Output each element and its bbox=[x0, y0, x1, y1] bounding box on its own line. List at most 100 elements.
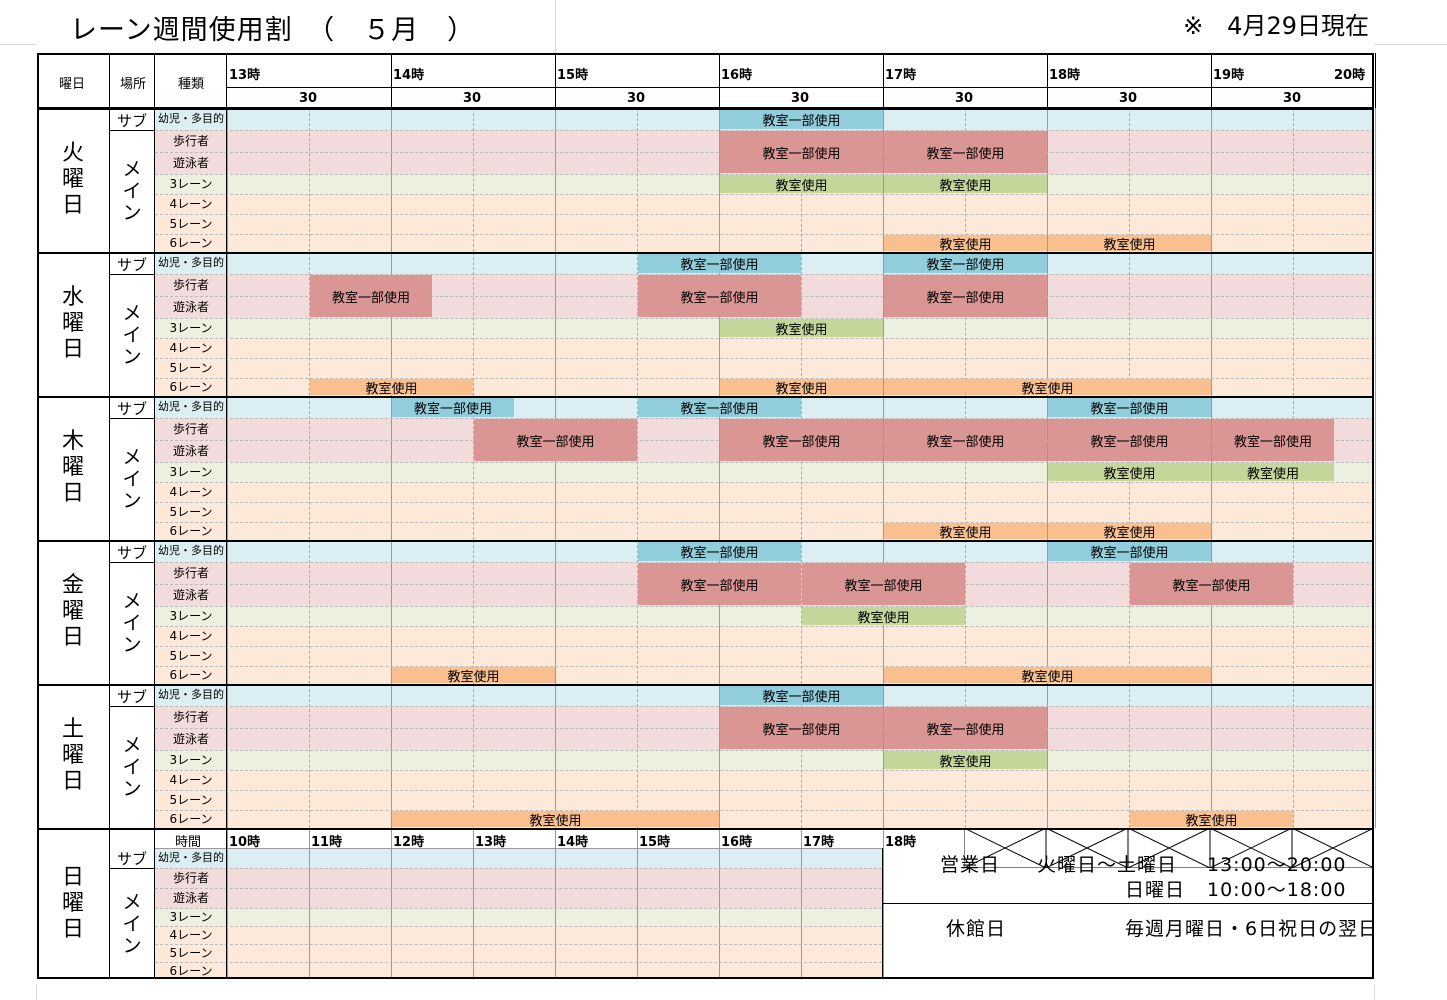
hour-gridline bbox=[883, 684, 884, 828]
day-label-3: 金曜日 bbox=[61, 573, 84, 650]
half-gridline bbox=[473, 396, 474, 540]
hour-gridline bbox=[719, 396, 720, 540]
category-lane-5: 5レーン bbox=[169, 505, 213, 519]
schedule-block: 教室一部使用 bbox=[720, 707, 883, 749]
schedule-block: 教室使用 bbox=[884, 667, 1211, 685]
schedule-block: 教室使用 bbox=[802, 607, 965, 626]
half-gridline bbox=[965, 540, 966, 684]
hour-gridline bbox=[1211, 252, 1212, 396]
row-gridline bbox=[155, 810, 1374, 811]
row-gridline bbox=[155, 666, 1374, 667]
sunday-header-line bbox=[155, 848, 882, 849]
half-gridline bbox=[965, 396, 966, 540]
hour-gridline bbox=[1375, 252, 1376, 396]
category-lane-5: 5レーン bbox=[169, 946, 213, 960]
sunday-hour-label: 15時 bbox=[639, 835, 671, 850]
schedule-block: 教室使用 bbox=[884, 523, 1047, 541]
schedule-block: 教室一部使用 bbox=[638, 253, 801, 273]
row-band-l4 bbox=[227, 770, 1374, 790]
category-lane-6: 6レーン bbox=[169, 668, 213, 682]
row-gridline bbox=[155, 274, 1374, 275]
category-lane-5: 5レーン bbox=[169, 361, 213, 375]
category-infant-multipurpose: 幼児・多目的 bbox=[158, 400, 224, 413]
category-infant-multipurpose: 幼児・多目的 bbox=[158, 544, 224, 557]
hour-gridline bbox=[227, 252, 228, 396]
category-band bbox=[155, 926, 227, 944]
hour-gridline bbox=[555, 108, 556, 252]
category-lane-3: 3レーン bbox=[169, 753, 213, 767]
sunday-hour-gridline bbox=[637, 828, 638, 979]
half-gridline bbox=[473, 108, 474, 252]
business-days-weekday: 火曜日〜土曜日 bbox=[1037, 854, 1178, 876]
table-border bbox=[37, 53, 1374, 55]
day-separator bbox=[37, 684, 1374, 686]
day-label-1: 水曜日 bbox=[61, 285, 84, 362]
cross-cell bbox=[1291, 828, 1374, 868]
place-main-label: メイン bbox=[122, 590, 142, 656]
category-band bbox=[155, 666, 227, 684]
business-hours-sunday: 10:00〜18:00 bbox=[1207, 879, 1347, 901]
half-gridline bbox=[473, 684, 474, 828]
row-gridline bbox=[155, 318, 1374, 319]
row-gridline bbox=[155, 418, 1374, 419]
schedule-block: 教室使用 bbox=[720, 379, 883, 397]
schedule-block: 教室一部使用 bbox=[638, 275, 801, 317]
half-gridline bbox=[309, 684, 310, 828]
half-gridline bbox=[965, 252, 966, 396]
sunday-hour-label: 17時 bbox=[803, 835, 835, 850]
header-half-label: 30 bbox=[1283, 91, 1302, 106]
category-band bbox=[155, 540, 227, 562]
sunday-row-band-l5 bbox=[227, 944, 882, 962]
half-gridline bbox=[1129, 108, 1130, 252]
crossed-out-cells bbox=[964, 828, 1374, 868]
category-lane-6: 6レーン bbox=[169, 524, 213, 538]
row-gridline bbox=[155, 750, 1374, 751]
category-lane-5: 5レーン bbox=[169, 793, 213, 807]
half-gridline bbox=[801, 684, 802, 828]
schedule-block: 教室一部使用 bbox=[638, 563, 801, 605]
row-gridline bbox=[155, 502, 1374, 503]
table-border bbox=[37, 977, 1374, 979]
category-lane-4: 4レーン bbox=[169, 629, 213, 643]
hour-gridline bbox=[227, 396, 228, 540]
hour-gridline bbox=[391, 396, 392, 540]
row-gridline bbox=[155, 926, 882, 927]
half-gridline bbox=[1293, 540, 1294, 684]
place-sub-label: サブ bbox=[116, 688, 147, 706]
row-gridline bbox=[155, 234, 1374, 235]
day-label-0: 火曜日 bbox=[61, 141, 84, 218]
sunday-hour-label: 18時 bbox=[885, 835, 917, 850]
sunday-hour-gridline bbox=[719, 828, 720, 979]
header-hour-20: 20時 bbox=[1334, 68, 1366, 83]
category-lane-6: 6レーン bbox=[169, 380, 213, 394]
category-band bbox=[155, 378, 227, 396]
header-hour-14: 14時 bbox=[393, 68, 425, 83]
sunday-hour-label: 10時 bbox=[229, 835, 261, 850]
sunday-hour-label: 16時 bbox=[721, 835, 753, 850]
header-hour-17: 17時 bbox=[885, 68, 917, 83]
day-separator bbox=[37, 108, 1374, 110]
row-gridline bbox=[155, 174, 1374, 175]
header-hour-divider bbox=[1047, 53, 1048, 108]
header-half-label: 30 bbox=[1119, 91, 1138, 106]
business-days-label: 営業日 bbox=[940, 854, 1001, 876]
category-band bbox=[155, 358, 227, 378]
category-lane-5: 5レーン bbox=[169, 649, 213, 663]
sunday-hour-gridline bbox=[227, 828, 228, 979]
half-gridline bbox=[801, 396, 802, 540]
table-border bbox=[226, 53, 227, 979]
category-swimmers: 遊泳者 bbox=[172, 588, 209, 602]
schedule-block: 教室一部使用 bbox=[1130, 563, 1293, 605]
place-main-label: メイン bbox=[122, 446, 142, 512]
table-border bbox=[154, 53, 155, 979]
half-gridline bbox=[637, 540, 638, 684]
place-sub-label: サブ bbox=[116, 544, 147, 562]
row-gridline bbox=[155, 962, 882, 963]
header-half-label: 30 bbox=[627, 91, 646, 106]
category-band bbox=[155, 646, 227, 666]
schedule-block: 教室使用 bbox=[720, 319, 883, 338]
category-infant-multipurpose: 幼児・多目的 bbox=[158, 256, 224, 269]
row-gridline bbox=[155, 214, 1374, 215]
category-infant-multipurpose: 幼児・多目的 bbox=[158, 688, 224, 701]
row-gridline bbox=[155, 194, 1374, 195]
